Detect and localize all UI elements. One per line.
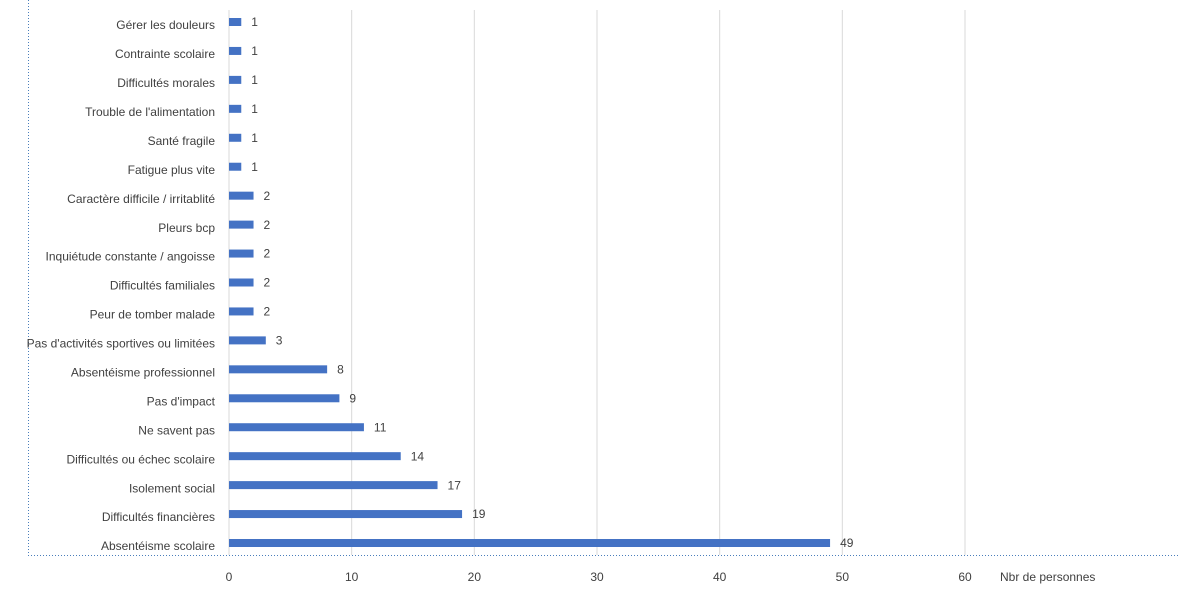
bar [229, 336, 266, 345]
data-label: 1 [251, 44, 258, 58]
bar [229, 191, 254, 200]
bar [229, 75, 242, 84]
data-label: 14 [411, 449, 425, 463]
bar [229, 133, 242, 142]
bar [229, 423, 364, 432]
y-tick-label: Isolement social [129, 481, 215, 495]
y-tick-label: Gérer les douleurs [116, 18, 215, 32]
bar [229, 104, 242, 113]
data-label: 1 [251, 73, 258, 87]
y-tick-label: Difficultés morales [117, 76, 215, 90]
bar [229, 510, 463, 519]
bar [229, 365, 328, 374]
data-label: 2 [264, 305, 271, 319]
bar [229, 481, 438, 490]
y-tick-label: Fatigue plus vite [128, 163, 216, 177]
data-label: 2 [264, 189, 271, 203]
bar [229, 220, 254, 229]
data-label: 2 [264, 218, 271, 232]
x-tick-label: 60 [958, 570, 972, 584]
bar [229, 18, 242, 26]
y-tick-label: Absentéisme professionnel [71, 366, 215, 380]
x-tick-label: 50 [836, 570, 850, 584]
data-label: 1 [251, 15, 258, 29]
data-label: 1 [251, 160, 258, 174]
y-tick-label: Pas d'activités sportives ou limitées [27, 337, 215, 351]
data-label: 49 [840, 536, 854, 550]
data-label: 3 [276, 334, 283, 348]
y-tick-label: Trouble de l'alimentation [85, 105, 215, 119]
data-label: 2 [264, 276, 271, 290]
y-tick-label: Pas d'impact [147, 394, 216, 408]
y-tick-label: Santé fragile [148, 134, 216, 148]
y-tick-label: Pleurs bcp [158, 221, 215, 235]
bar [229, 249, 254, 258]
x-tick-label: 0 [226, 570, 233, 584]
x-tick-label: 40 [713, 570, 727, 584]
y-tick-label: Peur de tomber malade [90, 308, 216, 322]
bar [229, 307, 254, 316]
y-tick-label: Inquiétude constante / angoisse [46, 250, 216, 264]
data-label: 9 [349, 391, 356, 405]
y-tick-label: Difficultés financières [102, 510, 215, 524]
x-axis-label: Nbr de personnes [1000, 570, 1095, 584]
data-label: 11 [374, 420, 387, 434]
x-tick-label: 10 [345, 570, 359, 584]
y-tick-label: Difficultés familiales [110, 279, 215, 293]
bar [229, 278, 254, 287]
y-tick-label: Contrainte scolaire [115, 47, 215, 61]
bar [229, 452, 401, 461]
data-label: 17 [448, 478, 462, 492]
bar [229, 162, 242, 171]
y-tick-label: Difficultés ou échec scolaire [66, 452, 215, 466]
bar [229, 394, 340, 403]
data-label: 2 [264, 247, 271, 261]
y-tick-label: Ne savent pas [138, 423, 215, 437]
bar [229, 539, 831, 547]
data-label: 1 [251, 102, 258, 116]
x-tick-label: 20 [468, 570, 482, 584]
data-label: 8 [337, 363, 344, 377]
bar [229, 46, 242, 55]
data-label: 1 [251, 131, 258, 145]
x-tick-label: 30 [590, 570, 604, 584]
data-label: 19 [472, 507, 486, 521]
y-tick-label: Caractère difficile / irritablité [67, 192, 215, 206]
y-tick-label: Absentéisme scolaire [101, 539, 215, 553]
